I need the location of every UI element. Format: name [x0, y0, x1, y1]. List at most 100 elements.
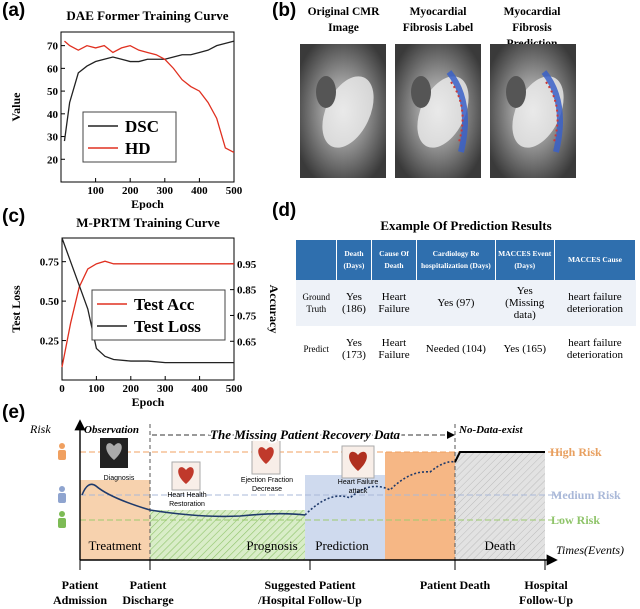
x-tick-label: 500: [226, 383, 243, 395]
risk-curve-predicted: [304, 460, 456, 516]
y-tick-label: 40: [47, 109, 59, 121]
plot-frame: [60, 31, 235, 183]
y-tick-label: 0.25: [40, 336, 60, 348]
series-line: [64, 40, 235, 154]
risk-curve: [81, 483, 306, 518]
y2-axis-label: Accuracy: [267, 285, 281, 334]
prognosis-region: [150, 510, 305, 560]
legend-entry: Test Loss: [134, 317, 201, 336]
risk-label: Medium Risk: [551, 488, 621, 502]
header-cell: [296, 240, 337, 280]
y-axis-label: Risk: [29, 422, 51, 436]
header-cell: Cardiology Re hospitalization (Days): [416, 240, 496, 280]
image-caption: Original CMR Image: [307, 6, 380, 34]
image: [490, 44, 576, 178]
phase-label: Death: [484, 538, 516, 553]
series-line: [61, 260, 234, 368]
event-image: [100, 438, 128, 468]
prediction-region: [305, 475, 385, 560]
y-tick-label: 20: [47, 154, 59, 166]
panel-label: (e): [2, 402, 26, 423]
phase-header: Observation: [84, 424, 139, 436]
y-tick-label: 70: [47, 41, 59, 53]
image-caption: Myocardial Fibrosis Label: [402, 6, 474, 34]
risk-region: [385, 452, 455, 560]
legend-entry: Test Acc: [134, 295, 195, 314]
cmr-images: [300, 44, 576, 178]
milestone-label: Patient Death: [419, 578, 491, 592]
phase-label: Prediction: [315, 538, 369, 553]
header-cell: MACCES Event (Days): [495, 240, 555, 280]
death-region: [455, 452, 545, 560]
y2-tick-label: 0.85: [237, 285, 257, 297]
y-tick-label: 30: [47, 132, 59, 144]
x-tick-label: 100: [88, 383, 105, 395]
event-label: Ejection Fraction Decrease: [240, 477, 294, 493]
y-tick-label: 0.75: [40, 257, 60, 269]
image: [300, 44, 386, 178]
chart-title: DAE Former Training Curve: [66, 8, 228, 23]
x-axis-label: Times(Events): [556, 543, 624, 557]
x-tick-label: 300: [157, 383, 174, 395]
person-icon: [58, 486, 66, 503]
series-line: [61, 237, 234, 364]
table-row: Ground Truth Yes (186) Heart Failure Yes (9…: [296, 280, 636, 326]
milestone-label: Patient Admission: [52, 578, 108, 607]
y2-tick-label: 0.95: [237, 259, 257, 271]
table-cell: Yes (173): [342, 337, 366, 361]
death-level: [454, 451, 545, 463]
table-title: Example Of Prediction Results: [380, 218, 552, 233]
chart-title: M-PRTM Training Curve: [76, 215, 220, 230]
panel-label: (a): [2, 0, 26, 21]
x-tick-label: 400: [191, 185, 208, 197]
event-label: Diagnosis: [103, 475, 135, 482]
header-cell: Cause Of Death: [371, 240, 418, 280]
table-cell: Yes (186): [342, 291, 366, 315]
x-tick-label: 200: [122, 185, 139, 197]
table-cell: Yes (Missing data): [505, 285, 545, 321]
table-cell: Needed (104): [425, 343, 486, 355]
x-tick-label: 400: [191, 383, 208, 395]
event-label: Heart Health Restoration: [167, 492, 207, 508]
chart: DAE Former Training Curve 100 200 300 400 500…: [9, 8, 243, 210]
diagram: Risk Observation The Missing Patient Rec…: [29, 419, 624, 570]
y-tick-label: 0.50: [40, 296, 60, 308]
table-cell: heart failure deterioration: [566, 291, 624, 315]
table-cell: heart failure deterioration: [566, 337, 624, 361]
header-row: Death (Days) Cause Of Death Cardiology Re …: [296, 240, 637, 280]
phase-label: Prognosis: [246, 538, 297, 553]
plot-frame: [61, 237, 235, 381]
chart: M-PRTM Training Curve 0 100 200 300 400 500 0.2…: [9, 215, 281, 409]
panel-label: (b): [272, 0, 297, 21]
x-axis-label: Epoch: [132, 395, 165, 409]
table-cell: Heart Failure: [378, 337, 410, 361]
phase-header: The Missing Patient Recovery Data: [210, 427, 400, 442]
image: [395, 44, 481, 178]
event-label: Heart Failure attack: [337, 479, 379, 495]
y-axis-label: Test Loss: [9, 285, 23, 333]
panel-label: (c): [2, 206, 26, 227]
row-header: Ground Truth: [302, 292, 331, 314]
table: Death (Days) Cause Of Death Cardiology Re …: [296, 240, 637, 372]
y2-tick-label: 0.65: [237, 336, 257, 348]
table-row: Predict Yes (173) Heart Failure Needed (104…: [296, 326, 636, 372]
x-tick-label: 300: [157, 185, 174, 197]
event-image: [171, 461, 201, 491]
row-header: Predict: [303, 344, 330, 354]
table-cell: Yes (97): [437, 297, 475, 309]
x-tick-label: 0: [59, 383, 65, 395]
legend-box: [82, 111, 177, 163]
risk-label: High Risk: [550, 445, 602, 459]
legend-box: [91, 289, 226, 341]
x-tick-label: 500: [226, 185, 243, 197]
table-wrap: Death (Days) Cause Of Death Cardiology Re …: [296, 240, 637, 372]
header-cell: MACCES Cause: [554, 240, 637, 280]
table-cell: Yes (165): [503, 343, 547, 355]
table-cell: Heart Failure: [378, 291, 410, 315]
y-tick-label: 50: [47, 86, 59, 98]
panel-label: (d): [272, 200, 297, 221]
x-axis-label: Epoch: [131, 197, 164, 210]
event-image: [251, 439, 281, 475]
milestone-label: Suggested Patient /Hospital Follow-Up: [258, 578, 362, 607]
